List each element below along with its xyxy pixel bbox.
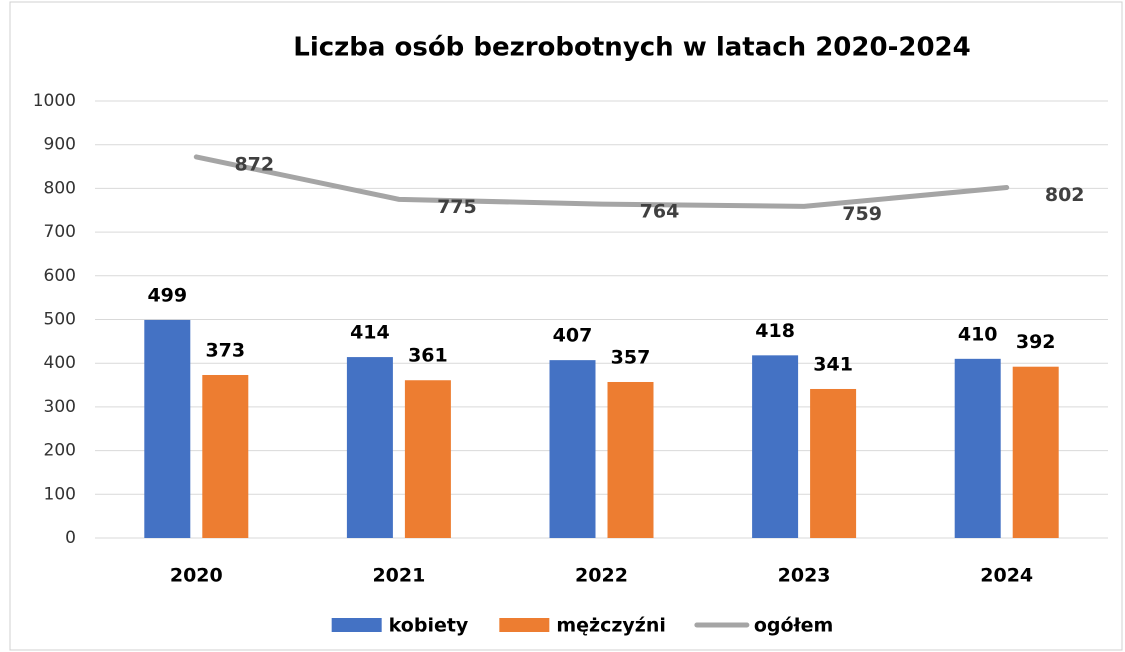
legend-symbol [331,618,382,632]
data-label: 392 [1016,331,1056,353]
y-tick-label: 600 [44,266,76,286]
y-tick-label: 300 [44,397,76,417]
data-label: 410 [958,323,998,345]
y-tick-label: 500 [44,310,76,330]
legend-label: ogółem [754,615,833,637]
data-label: 764 [640,201,680,223]
data-label: 373 [205,339,245,361]
data-label: 357 [611,346,651,368]
data-label: 775 [437,196,477,218]
bar [549,360,596,538]
data-label: 802 [1045,184,1085,206]
data-label: 341 [813,353,853,375]
bar [144,319,191,538]
bar [1012,366,1059,538]
bar [202,374,249,538]
x-tick-label: 2022 [575,565,628,587]
bar [810,388,857,538]
legend-label: kobiety [389,615,469,637]
bar [404,380,451,538]
chart-title: Liczba osób bezrobotnych w latach 2020-2… [293,33,971,63]
data-label: 872 [234,153,274,175]
bar [346,357,393,538]
legend-symbol [499,618,550,632]
y-tick-label: 100 [44,484,76,504]
y-tick-label: 700 [44,222,76,242]
y-tick-label: 0 [65,528,76,548]
bar [954,358,1001,538]
x-tick-label: 2024 [980,565,1033,587]
y-tick-label: 900 [44,135,76,155]
data-label: 418 [755,320,795,342]
chart-frame [9,1,1123,651]
y-tick-label: 1000 [33,91,76,111]
line [193,154,1010,209]
bar [752,355,799,538]
data-label: 499 [147,284,187,306]
y-tick-label: 400 [44,353,76,373]
legend-label: mężczyźni [556,615,666,637]
data-label: 414 [350,322,390,344]
data-label: 361 [408,345,448,367]
data-label: 759 [842,203,882,225]
y-tick-label: 800 [44,178,76,198]
x-tick-label: 2020 [170,565,223,587]
data-label: 407 [553,325,593,347]
y-tick-label: 200 [44,441,76,461]
x-tick-label: 2021 [372,565,425,587]
bar [607,381,654,538]
x-tick-label: 2023 [778,565,831,587]
